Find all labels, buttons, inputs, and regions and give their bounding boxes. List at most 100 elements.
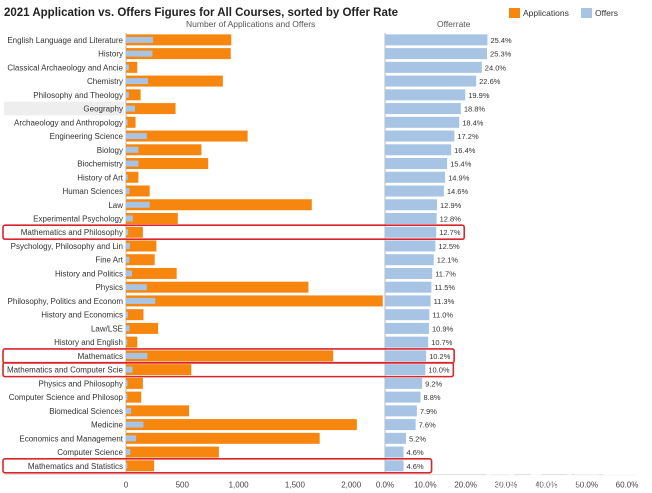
bar-offers-law-lse[interactable] <box>126 325 130 332</box>
bar-offer-rate-physics-and-philosophy[interactable] <box>385 377 423 389</box>
bar-offers-archaeology-and-anthropology[interactable] <box>126 119 128 126</box>
bar-offer-rate-medicine[interactable] <box>385 419 416 431</box>
bar-offer-rate-history-and-english[interactable] <box>385 336 429 348</box>
bar-offers-mathematics[interactable] <box>126 352 148 359</box>
bar-offers-history-and-english[interactable] <box>126 339 128 346</box>
bar-offer-rate-classical-archaeology-and-ancie[interactable] <box>385 61 482 73</box>
bar-offer-rate-history-of-art[interactable] <box>385 171 446 183</box>
bar-applications-archaeology-and-anthropology[interactable] <box>126 116 136 128</box>
bar-offers-psychology-philosophy-and-lin[interactable] <box>126 242 130 249</box>
bar-offer-rate-mathematics-and-computer-scie[interactable] <box>385 364 426 376</box>
bar-applications-history-and-english[interactable] <box>126 336 138 348</box>
bar-applications-geography[interactable] <box>126 103 176 115</box>
bar-applications-computer-science-and-philosop[interactable] <box>126 391 142 403</box>
bar-offer-rate-computer-science-and-philosop[interactable] <box>385 391 421 403</box>
bar-offer-rate-psychology-philosophy-and-lin[interactable] <box>385 240 436 252</box>
bar-offers-history-and-economics[interactable] <box>126 311 128 318</box>
bar-applications-experimental-psychology[interactable] <box>126 212 178 224</box>
bar-offer-rate-computer-science[interactable] <box>385 446 404 458</box>
bar-offer-rate-biology[interactable] <box>385 144 452 156</box>
bar-applications-mathematics-and-statistics[interactable] <box>126 460 155 472</box>
bar-offers-history[interactable] <box>126 50 153 57</box>
bar-applications-engineering-science[interactable] <box>126 130 248 142</box>
bar-offer-rate-economics-and-management[interactable] <box>385 432 406 444</box>
bar-offers-physics[interactable] <box>126 284 147 291</box>
bar-offers-computer-science-and-philosop[interactable] <box>126 394 128 401</box>
bar-applications-biology[interactable] <box>126 144 202 156</box>
bar-offers-mathematics-and-computer-scie[interactable] <box>126 366 133 373</box>
bar-applications-biomedical-sciences[interactable] <box>126 405 190 417</box>
bar-offer-rate-mathematics-and-statistics[interactable] <box>385 460 404 472</box>
bar-applications-psychology-philosophy-and-lin[interactable] <box>126 240 157 252</box>
bar-offers-mathematics-and-philosophy[interactable] <box>126 229 129 236</box>
bar-offer-rate-history[interactable] <box>385 48 488 60</box>
bar-applications-fine-art[interactable] <box>126 254 155 266</box>
bar-applications-physics-and-philosophy[interactable] <box>126 377 143 389</box>
bar-applications-law-lse[interactable] <box>126 322 159 334</box>
bar-applications-history-and-economics[interactable] <box>126 309 144 321</box>
bar-offers-engineering-science[interactable] <box>126 133 147 140</box>
bar-offers-experimental-psychology[interactable] <box>126 215 133 222</box>
bar-applications-human-sciences[interactable] <box>126 185 150 197</box>
bar-applications-philosophy-and-theology[interactable] <box>126 89 141 101</box>
bar-applications-computer-science[interactable] <box>126 446 219 458</box>
bar-applications-medicine[interactable] <box>126 419 357 431</box>
bar-applications-chemistry[interactable] <box>126 75 223 87</box>
bar-offer-rate-law-lse[interactable] <box>385 322 429 334</box>
bar-offers-computer-science[interactable] <box>126 449 131 456</box>
bar-offers-history-of-art[interactable] <box>126 174 128 181</box>
bar-offer-rate-chemistry[interactable] <box>385 75 477 87</box>
bar-offers-biochemistry[interactable] <box>126 160 139 167</box>
bar-offers-chemistry[interactable] <box>126 78 148 85</box>
bar-offer-rate-english-language-and-literature[interactable] <box>385 34 488 46</box>
bar-applications-classical-archaeology-and-ancie[interactable] <box>126 61 138 73</box>
bar-offers-fine-art[interactable] <box>126 256 130 263</box>
bar-offer-rate-history-and-politics[interactable] <box>385 267 433 279</box>
bar-offer-rate-engineering-science[interactable] <box>385 130 455 142</box>
bar-offer-rate-geography[interactable] <box>385 103 461 115</box>
offer-rate-label-chemistry: 22.6% <box>479 77 501 86</box>
bar-offers-philosophy-politics-and-econom[interactable] <box>126 297 156 304</box>
bar-applications-economics-and-management[interactable] <box>126 432 320 444</box>
bar-offers-geography[interactable] <box>126 105 136 112</box>
bar-offers-physics-and-philosophy[interactable] <box>126 380 128 387</box>
bar-offers-biology[interactable] <box>126 146 139 153</box>
bar-applications-physics[interactable] <box>126 281 309 293</box>
bar-offers-biomedical-sciences[interactable] <box>126 407 132 414</box>
bar-offer-rate-human-sciences[interactable] <box>385 185 444 197</box>
bar-applications-english-language-and-literature[interactable] <box>126 34 232 46</box>
bar-applications-mathematics-and-philosophy[interactable] <box>126 226 143 238</box>
bar-offer-rate-physics[interactable] <box>385 281 432 293</box>
bar-offer-rate-biomedical-sciences[interactable] <box>385 405 417 417</box>
bar-offer-rate-philosophy-politics-and-econom[interactable] <box>385 295 431 307</box>
bar-offers-human-sciences[interactable] <box>126 188 130 195</box>
bar-applications-mathematics[interactable] <box>126 350 334 362</box>
bar-offers-medicine[interactable] <box>126 421 144 428</box>
bar-offer-rate-experimental-psychology[interactable] <box>385 212 437 224</box>
bar-offer-rate-fine-art[interactable] <box>385 254 434 266</box>
bar-offer-rate-biochemistry[interactable] <box>385 158 448 170</box>
bar-offers-classical-archaeology-and-ancie[interactable] <box>126 64 129 71</box>
offer-rate-label-law: 12.9% <box>440 201 462 210</box>
bar-applications-biochemistry[interactable] <box>126 158 209 170</box>
bar-applications-history-of-art[interactable] <box>126 171 139 183</box>
bar-applications-history-and-politics[interactable] <box>126 267 177 279</box>
bar-applications-mathematics-and-computer-scie[interactable] <box>126 364 192 376</box>
offer-rate-label-geography: 18.8% <box>464 105 486 114</box>
bar-offer-rate-history-and-economics[interactable] <box>385 309 430 321</box>
bar-offers-history-and-politics[interactable] <box>126 270 132 277</box>
bar-offers-economics-and-management[interactable] <box>126 435 137 442</box>
bar-offer-rate-mathematics-and-philosophy[interactable] <box>385 226 437 238</box>
bar-offer-rate-law[interactable] <box>385 199 438 211</box>
bar-offer-rate-archaeology-and-anthropology[interactable] <box>385 116 460 128</box>
bar-offers-law[interactable] <box>126 201 150 208</box>
bar-offers-english-language-and-literature[interactable] <box>126 36 154 43</box>
category-label-engineering-science: Engineering Science <box>50 132 124 141</box>
bar-offers-philosophy-and-theology[interactable] <box>126 91 129 98</box>
bar-offer-rate-philosophy-and-theology[interactable] <box>385 89 466 101</box>
bar-applications-philosophy-politics-and-econom[interactable] <box>126 295 383 307</box>
bar-applications-history[interactable] <box>126 48 231 60</box>
bar-applications-law[interactable] <box>126 199 312 211</box>
bar-offers-mathematics-and-statistics[interactable] <box>126 462 128 469</box>
bar-offer-rate-mathematics[interactable] <box>385 350 427 362</box>
